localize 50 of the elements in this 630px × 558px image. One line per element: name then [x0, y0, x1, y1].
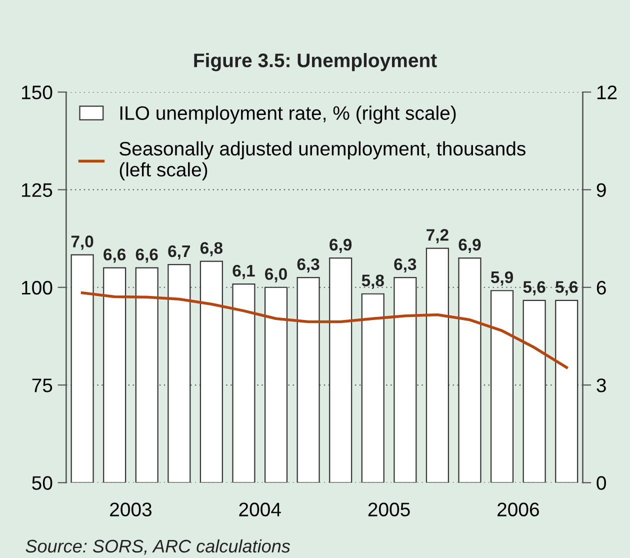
data-label: 6,9 [458, 238, 481, 254]
data-label: 5,6 [523, 281, 546, 296]
source-note: Source: SORS, ARC calculations [26, 539, 290, 555]
x-tick-label: 2006 [498, 502, 539, 516]
y2-tick-label: 12 [597, 86, 617, 100]
bar [200, 260, 223, 483]
y2-tick-label: 9 [596, 183, 606, 197]
data-label: 6,8 [200, 242, 223, 256]
bar [394, 277, 417, 483]
data-label: 6,6 [104, 248, 126, 263]
y2-tick-label: 0 [596, 476, 606, 490]
bar [103, 267, 126, 483]
data-label: 6,0 [265, 268, 287, 282]
bar [232, 284, 256, 483]
y-tick-label: 50 [32, 476, 52, 490]
data-label: 6,1 [232, 264, 255, 280]
bar [329, 258, 352, 483]
data-label: 6,3 [394, 258, 416, 273]
bar [458, 258, 482, 483]
legend-label: Seasonally adjusted unemployment, thousands (left scale) [120, 141, 526, 180]
y2-tick-label: 3 [596, 378, 606, 392]
bar [490, 290, 514, 483]
bar [426, 248, 449, 483]
chart-title: Figure 3.5: Unemployment [194, 53, 437, 72]
data-label: 5,9 [490, 271, 513, 286]
y-tick-label: 100 [22, 280, 52, 295]
y-tick-label: 75 [32, 378, 52, 392]
x-tick-label: 2004 [239, 502, 281, 516]
data-label: 6,6 [136, 248, 158, 263]
data-label: 7,0 [71, 236, 94, 250]
data-label: 5,8 [362, 274, 384, 289]
data-label: 7,2 [426, 229, 448, 244]
legend-label: ILO unemployment rate, % (right scale) [120, 106, 456, 124]
bar [264, 286, 288, 483]
y-tick-label: 150 [22, 86, 52, 100]
bar [361, 293, 384, 483]
bar [555, 300, 578, 483]
data-label: 6,7 [168, 245, 190, 260]
y-tick-label: 125 [22, 183, 52, 197]
x-tick-label: 2005 [368, 502, 410, 516]
bar [296, 277, 320, 483]
bar [522, 300, 546, 483]
data-label: 6,9 [330, 238, 352, 254]
y2-tick-label: 6 [596, 280, 606, 295]
bar [168, 264, 191, 483]
x-tick-label: 2003 [110, 502, 152, 516]
data-label: 5,6 [556, 281, 578, 296]
data-label: 6,3 [297, 258, 320, 273]
bar [70, 254, 94, 483]
bar [135, 267, 158, 483]
